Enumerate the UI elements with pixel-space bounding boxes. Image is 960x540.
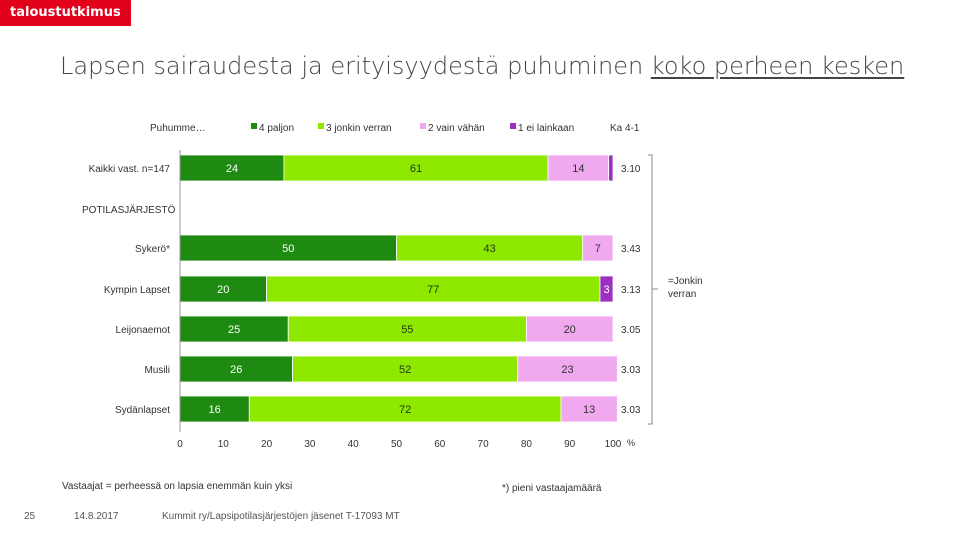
legend-label-4: 4 paljon	[259, 123, 294, 134]
bar-value-label: 16	[209, 404, 221, 416]
average-value: 3.13	[621, 285, 641, 296]
average-value: 3.03	[621, 405, 641, 416]
bar-segment	[599, 275, 614, 303]
x-tick-label: 10	[218, 439, 230, 450]
bar-value-label: 23	[561, 364, 573, 376]
bar-segment	[266, 275, 601, 303]
x-tick-label: 70	[478, 439, 490, 450]
title-main: Lapsen sairaudesta ja erityisyydestä puh…	[60, 52, 651, 80]
legend-label-3: 3 jonkin verran	[326, 123, 392, 134]
bar-value-label: 26	[230, 364, 242, 376]
page-number: 25	[24, 511, 36, 522]
bar-segment	[179, 275, 267, 303]
bar-value-label: 61	[410, 163, 422, 175]
bar-value-label: 20	[217, 284, 229, 296]
bar-value-label: 25	[228, 324, 240, 336]
bar-segment	[179, 234, 397, 262]
bar-segment	[608, 154, 614, 182]
average-column-header: Ka 4-1	[610, 123, 640, 134]
chart-legend: 4 paljon 3 jonkin verran 2 vain vähän 1 ei …	[251, 123, 574, 134]
bar-segment	[582, 234, 614, 262]
legend-header: Puhumme…	[150, 123, 206, 134]
bar-segment	[526, 315, 614, 343]
category-label: Sydänlapset	[115, 405, 170, 416]
average-value: 3.03	[621, 365, 641, 376]
small-sample-note: *) pieni vastaajamäärä	[502, 483, 602, 494]
bar-value-label: 20	[564, 324, 576, 336]
x-tick-label: 100	[605, 439, 622, 450]
bar-value-label: 13	[583, 404, 595, 416]
bar-segment	[179, 315, 289, 343]
x-tick-label: 0	[177, 439, 183, 450]
legend-swatch-4	[251, 123, 257, 129]
x-tick-label: 20	[261, 439, 273, 450]
bar-segment	[292, 355, 519, 383]
side-note-line-1: =Jonkin	[668, 276, 703, 287]
category-label: Leijonaemot	[116, 325, 171, 336]
x-tick-label: 90	[564, 439, 576, 450]
bar-segment	[283, 154, 549, 182]
side-bracket	[648, 154, 653, 425]
page-title: Lapsen sairaudesta ja erityisyydestä puh…	[60, 52, 904, 80]
section-label: POTILASJÄRJESTÖ	[82, 204, 176, 216]
legend-swatch-3	[318, 123, 324, 129]
bar-value-label: 72	[399, 404, 411, 416]
bar-value-label: 14	[572, 163, 584, 175]
bar-segment	[517, 355, 618, 383]
x-tick-label: 40	[348, 439, 360, 450]
x-tick-label: 80	[521, 439, 533, 450]
footer-date: 14.8.2017	[74, 511, 119, 522]
side-note: =Jonkin verran	[668, 276, 706, 300]
x-tick-label: 60	[434, 439, 446, 450]
legend-label-2: 2 vain vähän	[428, 123, 485, 134]
bar-value-label: 3	[603, 284, 609, 296]
category-label: Sykerö*	[135, 244, 170, 255]
bar-value-label: 77	[427, 284, 439, 296]
x-unit-label: %	[627, 438, 635, 448]
bar-segment	[396, 234, 584, 262]
average-value: 3.10	[621, 164, 641, 175]
side-note-line-2: verran	[668, 289, 696, 300]
category-label: Kaikki vast. n=147	[89, 164, 171, 175]
title-underlined: koko perheen kesken	[650, 52, 905, 80]
bar-segment	[179, 395, 250, 423]
bar-value-label: 43	[483, 243, 495, 255]
bar-segment	[248, 395, 562, 423]
respondents-note: Vastaajat = perheessä on lapsia enemmän …	[62, 481, 293, 492]
category-label: Kympin Lapset	[104, 285, 170, 296]
bar-value-label: 52	[399, 364, 411, 376]
x-tick-label: 50	[391, 439, 403, 450]
legend-swatch-2	[420, 123, 426, 129]
brand-logo: taloustutkimus	[0, 0, 131, 26]
average-value: 3.05	[621, 325, 641, 336]
x-tick-label: 30	[304, 439, 316, 450]
x-axis: 0 10 20 30 40 50 60 70 80 90 100%	[177, 150, 635, 450]
bar-value-label: 55	[401, 324, 413, 336]
legend-swatch-1	[510, 123, 516, 129]
average-value: 3.43	[621, 244, 641, 255]
bar-value-label: 24	[226, 163, 238, 175]
bar-value-label: 7	[595, 243, 601, 255]
footer-source: Kummit ry/Lapsipotilasjärjestöjen jäsene…	[162, 511, 400, 522]
legend-label-1: 1 ei lainkaan	[518, 123, 574, 134]
bar-segment	[560, 395, 618, 423]
category-label: Musili	[144, 365, 170, 376]
bar-area: Kaikki vast. n=147 24 61 14 3.10 Sykerö* 50 43 7…	[89, 154, 641, 423]
bar-value-label: 50	[282, 243, 294, 255]
